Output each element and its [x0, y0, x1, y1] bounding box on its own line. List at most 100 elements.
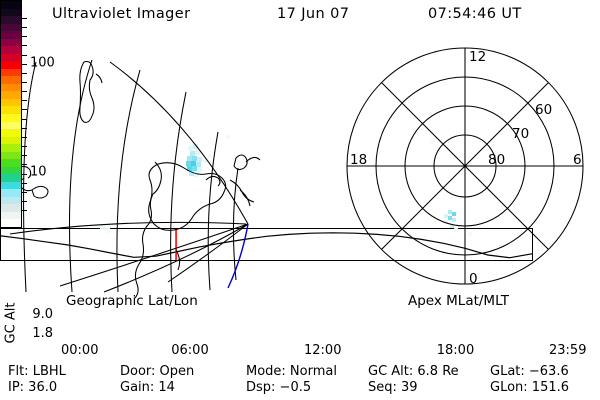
colorbar-segment	[1, 166, 21, 175]
aurora-emission-apex	[430, 138, 472, 236]
colorbar-gradient	[0, 0, 22, 228]
colorbar-segment	[1, 53, 21, 62]
graticule-lines	[9, 59, 249, 293]
colorbar-tick	[21, 82, 27, 84]
lat-label-60: 60	[535, 102, 552, 118]
colorbar-tick	[21, 173, 27, 175]
mlt-label-12: 12	[469, 49, 486, 65]
colorbar-tick	[21, 27, 27, 29]
colorbar-segment	[1, 196, 21, 205]
colorbar-segment	[1, 113, 21, 122]
polar-tick-labels: 12 6 0 18 60 70 80	[350, 49, 582, 287]
geo-panel-caption: Geographic Lat/Lon	[66, 293, 198, 309]
apex-polar-panel[interactable]: 12 6 0 18 60 70 80	[330, 40, 600, 292]
polar-grid	[346, 47, 584, 285]
colorbar-segment	[1, 83, 21, 92]
mlt-label-0: 0	[469, 271, 478, 287]
orbit-xtick: 18:00	[436, 343, 475, 358]
mlt-label-6: 6	[573, 152, 582, 168]
colorbar-segment	[1, 151, 21, 160]
colorbar-tick	[21, 72, 27, 74]
colorbar-segment	[1, 121, 21, 130]
lat-label-80: 80	[488, 152, 505, 168]
spoke-diag-b	[381, 82, 549, 250]
colorbar-segment	[1, 144, 21, 152]
colorbar-segment	[1, 98, 21, 107]
status-mode: Mode: Normal	[246, 364, 337, 379]
status-gain: Gain: 14	[120, 380, 175, 395]
colorbar: 100 10 photon cm-2s-1	[0, 0, 60, 228]
colorbar-segment	[1, 181, 21, 190]
colorbar-segment	[1, 136, 21, 145]
colorbar-ticks	[21, 0, 29, 228]
colorbar-tick	[21, 127, 27, 129]
status-gcalt: GC Alt: 6.8 Re	[368, 364, 459, 379]
colorbar-tick	[21, 182, 27, 184]
colorbar-tick	[21, 118, 27, 120]
lat-label-70: 70	[512, 126, 529, 142]
colorbar-segment	[1, 46, 21, 54]
orbit-xtick: 23:59	[549, 343, 587, 358]
colorbar-tick	[21, 54, 27, 56]
colorbar-tick	[21, 155, 27, 157]
orbit-xtick: 06:00	[171, 343, 209, 358]
colorbar-tick	[21, 109, 27, 111]
colorbar-tick	[21, 136, 27, 138]
observation-date: 17 Jun 07	[277, 6, 350, 22]
orbit-ytick-low: 1.8	[32, 326, 53, 341]
colorbar-tick	[21, 100, 27, 102]
colorbar-tick	[21, 146, 27, 148]
colorbar-segment	[1, 1, 21, 9]
colorbar-tick	[21, 17, 27, 19]
orbit-ytick-high: 9.0	[32, 307, 53, 322]
colorbar-label-100: 100	[30, 55, 55, 71]
coastline-outlines	[9, 60, 261, 299]
status-glat: GLat: −63.6	[490, 364, 569, 379]
colorbar-segment	[1, 16, 21, 24]
instrument-title: Ultraviolet Imager	[52, 6, 191, 22]
colorbar-segment	[1, 8, 21, 17]
terminator-line	[227, 223, 249, 289]
colorbar-tick	[21, 201, 27, 203]
colorbar-tick	[21, 45, 27, 47]
colorbar-segment	[1, 68, 21, 77]
colorbar-segment	[1, 204, 21, 212]
colorbar-tick	[21, 164, 27, 166]
status-door: Door: Open	[120, 364, 195, 379]
colorbar-segment	[1, 31, 21, 39]
status-ip: IP: 36.0	[8, 380, 58, 395]
colorbar-tick	[21, 191, 27, 193]
status-flt: Flt: LBHL	[8, 364, 66, 379]
aurora-emission-geo	[100, 135, 230, 233]
colorbar-segment	[1, 174, 21, 182]
colorbar-segment	[1, 38, 21, 47]
header-bar: Ultraviolet Imager 17 Jun 07 07:54:46 UT	[0, 6, 600, 28]
colorbar-segment	[1, 159, 21, 167]
colorbar-segment	[1, 219, 21, 227]
colorbar-segment	[1, 91, 21, 99]
status-block: Flt: LBHL Door: Open Mode: Normal GC Alt…	[0, 364, 600, 398]
colorbar-segment	[1, 106, 21, 114]
orbit-xtick: 00:00	[61, 343, 99, 358]
colorbar-label-10: 10	[30, 164, 47, 180]
colorbar-tick	[21, 63, 27, 65]
colorbar-segment	[1, 129, 21, 137]
colorbar-tick	[21, 36, 27, 38]
colorbar-segment	[1, 76, 21, 84]
orbit-altitude-curve	[0, 232, 533, 259]
mlt-label-18: 18	[350, 152, 367, 168]
apex-panel-caption: Apex MLat/MLT	[408, 293, 509, 309]
observation-time: 07:54:46 UT	[428, 6, 522, 22]
status-row-2: IP: 36.0 Gain: 14 Dsp: −0.5 Seq: 39 GLon…	[0, 380, 600, 396]
colorbar-segment	[1, 211, 21, 220]
status-seq: Seq: 39	[368, 380, 418, 395]
status-row-1: Flt: LBHL Door: Open Mode: Normal GC Alt…	[0, 364, 600, 380]
colorbar-tick	[21, 91, 27, 93]
colorbar-segment	[1, 61, 21, 69]
status-dsp: Dsp: −0.5	[246, 380, 312, 395]
colorbar-tick	[21, 210, 27, 212]
colorbar-segment	[1, 189, 21, 197]
orbit-altitude-plot[interactable]	[0, 228, 533, 261]
status-glon: GLon: 151.6	[490, 380, 570, 395]
